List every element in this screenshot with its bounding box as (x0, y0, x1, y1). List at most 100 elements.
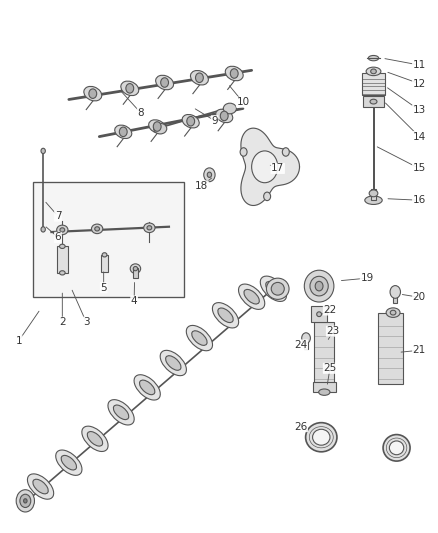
Ellipse shape (24, 499, 27, 503)
Circle shape (390, 286, 400, 298)
Bar (133, 268, 138, 278)
Ellipse shape (115, 125, 132, 139)
Ellipse shape (155, 75, 173, 90)
Ellipse shape (182, 115, 199, 128)
Circle shape (207, 172, 212, 177)
Ellipse shape (310, 276, 328, 296)
Text: 22: 22 (323, 305, 337, 315)
Text: 10: 10 (237, 97, 250, 107)
Ellipse shape (144, 223, 155, 232)
Bar (57, 246, 67, 273)
Ellipse shape (365, 196, 382, 205)
Ellipse shape (186, 326, 212, 351)
Ellipse shape (260, 276, 286, 302)
Ellipse shape (84, 86, 102, 101)
Ellipse shape (102, 253, 107, 257)
Circle shape (41, 148, 46, 154)
Text: 24: 24 (294, 340, 307, 350)
Circle shape (161, 78, 169, 87)
Ellipse shape (386, 308, 400, 317)
Ellipse shape (369, 190, 378, 197)
Ellipse shape (266, 278, 289, 300)
Bar (102, 255, 108, 272)
Text: 6: 6 (55, 232, 61, 243)
Circle shape (153, 122, 161, 131)
Ellipse shape (304, 270, 334, 302)
Bar (313, 382, 336, 392)
Ellipse shape (319, 389, 330, 395)
Text: 11: 11 (413, 60, 426, 70)
Ellipse shape (16, 490, 35, 512)
Circle shape (126, 84, 134, 93)
Ellipse shape (390, 310, 396, 315)
Circle shape (283, 148, 289, 156)
Text: 19: 19 (360, 273, 374, 283)
Ellipse shape (266, 281, 281, 296)
Text: 7: 7 (55, 211, 61, 221)
Ellipse shape (166, 356, 181, 370)
Bar (371, 189, 376, 200)
Ellipse shape (389, 441, 404, 455)
Circle shape (89, 89, 97, 99)
Text: 23: 23 (326, 326, 339, 336)
Circle shape (195, 73, 203, 83)
Text: 8: 8 (138, 108, 144, 118)
Circle shape (230, 69, 238, 78)
Text: 26: 26 (294, 422, 307, 432)
Ellipse shape (271, 282, 284, 295)
Ellipse shape (317, 312, 321, 317)
Polygon shape (241, 128, 300, 205)
Text: 12: 12 (413, 78, 426, 88)
Ellipse shape (370, 99, 377, 104)
Circle shape (240, 148, 247, 156)
Ellipse shape (121, 81, 139, 95)
Text: 20: 20 (413, 292, 426, 302)
Ellipse shape (133, 266, 138, 271)
Ellipse shape (218, 308, 233, 322)
Circle shape (41, 227, 46, 232)
Ellipse shape (313, 429, 330, 445)
Text: 4: 4 (131, 296, 138, 306)
Ellipse shape (215, 109, 233, 123)
Ellipse shape (366, 67, 381, 76)
Circle shape (252, 151, 278, 183)
Ellipse shape (223, 103, 237, 114)
Ellipse shape (113, 405, 129, 419)
Ellipse shape (225, 66, 243, 81)
Ellipse shape (148, 120, 166, 133)
Text: 5: 5 (100, 282, 107, 293)
Ellipse shape (60, 228, 65, 232)
Bar (393, 291, 397, 303)
Ellipse shape (95, 227, 99, 231)
Ellipse shape (57, 225, 68, 235)
Ellipse shape (82, 426, 108, 451)
Text: 16: 16 (413, 195, 426, 205)
Circle shape (302, 333, 311, 343)
Circle shape (204, 168, 215, 182)
Text: 25: 25 (323, 364, 337, 373)
Text: 3: 3 (83, 317, 89, 327)
Ellipse shape (87, 432, 102, 446)
Ellipse shape (306, 423, 337, 452)
Ellipse shape (20, 494, 31, 507)
Bar (304, 337, 308, 349)
Ellipse shape (61, 455, 77, 470)
Ellipse shape (192, 331, 207, 345)
Ellipse shape (383, 434, 410, 461)
Ellipse shape (60, 244, 65, 248)
Circle shape (187, 116, 194, 126)
Circle shape (119, 127, 127, 136)
Text: 9: 9 (212, 116, 218, 126)
Ellipse shape (315, 281, 323, 291)
Circle shape (220, 111, 228, 120)
Ellipse shape (92, 224, 103, 233)
Text: 15: 15 (413, 164, 426, 173)
Ellipse shape (154, 123, 167, 134)
Circle shape (264, 192, 271, 200)
Bar (378, 313, 403, 384)
Ellipse shape (134, 375, 160, 400)
Ellipse shape (130, 264, 141, 273)
Text: 14: 14 (413, 132, 426, 142)
Ellipse shape (191, 70, 208, 85)
Ellipse shape (140, 380, 155, 394)
